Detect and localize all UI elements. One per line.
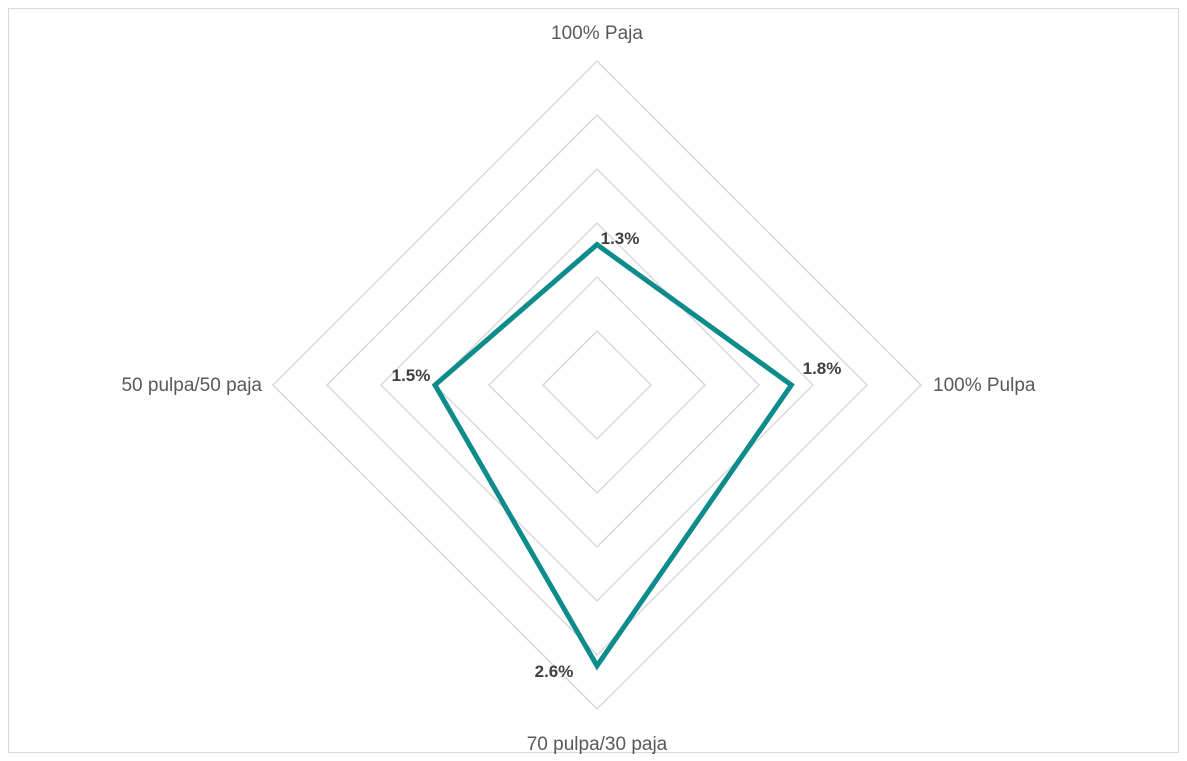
category-label-right: 100% Pulpa [933,375,1036,396]
category-label-top: 100% Paja [551,23,643,44]
series-line-1 [431,241,795,671]
grid-layer [271,59,923,711]
series-layer [431,241,795,671]
gridline-ring-4 [379,167,815,603]
gridline-ring-5 [325,113,869,657]
data-label-top: 1.3% [601,229,640,248]
gridline-ring-6 [271,59,923,711]
gridline-ring-1 [541,329,653,441]
data-label-left: 1.5% [392,366,431,385]
gridline-ring-2 [487,275,707,495]
gridline-ring-3 [433,221,761,549]
chart-frame [8,8,1179,753]
category-label-bottom: 70 pulpa/30 paja [527,734,668,755]
label-layer: 100% Paja 100% Pulpa 70 pulpa/30 paja 50… [121,23,1035,755]
data-label-right: 1.8% [803,359,842,378]
data-label-bottom: 2.6% [535,662,574,681]
category-label-left: 50 pulpa/50 paja [121,375,262,396]
